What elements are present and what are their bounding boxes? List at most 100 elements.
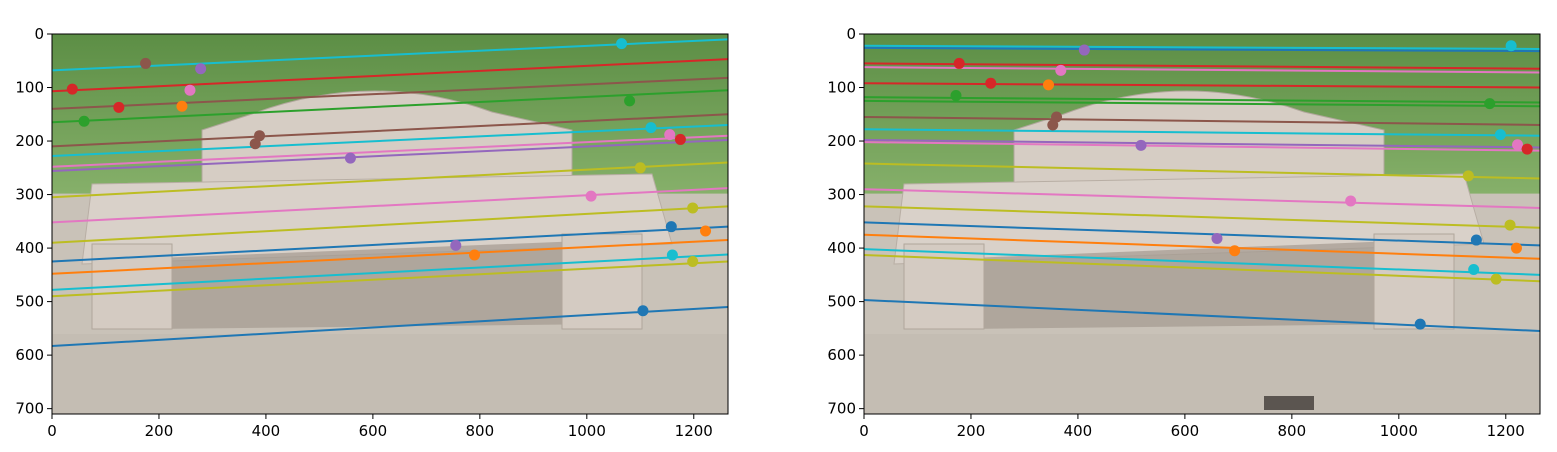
keypoint (1484, 98, 1496, 110)
keypoint (1047, 119, 1059, 131)
y-tick-label: 300 (827, 186, 856, 204)
y-tick-label: 400 (827, 239, 856, 257)
epipolar-line (52, 239, 728, 275)
keypoint (1505, 40, 1517, 52)
y-tick-label: 200 (827, 132, 856, 150)
keypoint (665, 221, 677, 233)
epipolar-line (52, 123, 728, 158)
keypoint (664, 129, 676, 141)
epipolar-line (864, 62, 1540, 70)
epipolar-line (864, 188, 1540, 209)
keypoint (674, 133, 686, 145)
keypoint (1468, 263, 1480, 275)
x-tick-label: 600 (1171, 422, 1200, 440)
x-tick-label: 200 (145, 422, 174, 440)
keypoint (950, 90, 962, 102)
keypoint (469, 249, 480, 261)
keypoint (1470, 234, 1482, 246)
axes-frame (51, 33, 729, 415)
keypoint (1211, 232, 1223, 244)
y-tick-label: 200 (15, 132, 44, 150)
keypoint (687, 202, 699, 214)
y-tick-label: 500 (827, 293, 856, 311)
epipolar-line (52, 187, 728, 224)
epipolar-line (864, 96, 1540, 104)
keypoint (616, 38, 628, 50)
keypoint (1462, 170, 1474, 182)
x-tick-label: 0 (859, 422, 869, 440)
y-tick-label: 0 (34, 25, 44, 43)
epipolar-line (864, 254, 1540, 283)
keypoint (953, 57, 965, 69)
epipolar-line (52, 205, 728, 244)
x-tick-label: 1000 (568, 422, 606, 440)
epipolar-line (52, 38, 728, 72)
epipolar-line (52, 134, 728, 168)
keypoint (1490, 273, 1502, 285)
epipolar-line (864, 99, 1540, 108)
epipolar-line (52, 113, 728, 148)
keypoint (666, 249, 678, 261)
x-tick-label: 1200 (675, 422, 713, 440)
keypoint (66, 83, 78, 95)
x-tick-label: 600 (359, 422, 388, 440)
x-tick-label: 400 (252, 422, 281, 440)
keypoint (1521, 143, 1533, 155)
plot-area (52, 38, 728, 348)
keypoint (249, 138, 261, 150)
x-tick-label: 400 (1064, 422, 1093, 440)
keypoint (624, 95, 636, 107)
keypoint (113, 101, 125, 113)
keypoint (1055, 64, 1067, 76)
keypoint (1504, 219, 1516, 231)
keypoint (585, 190, 597, 202)
keypoint (195, 63, 207, 75)
epipolar-line (52, 305, 728, 348)
y-tick-label: 700 (15, 400, 44, 418)
epipolar-line (52, 138, 728, 173)
y-tick-label: 300 (15, 186, 44, 204)
axes-frame (863, 33, 1541, 415)
keypoint (700, 225, 712, 237)
x-tick-label: 800 (1278, 422, 1307, 440)
x-tick-label: 0 (47, 422, 57, 440)
y-tick-label: 400 (15, 239, 44, 257)
keypoint (687, 255, 699, 267)
epipolar-line (864, 66, 1540, 74)
keypoint (176, 100, 188, 112)
panel-left: 0 200 400 600 800 1000 1200 0 100 200 300 400 500 600… (15, 25, 729, 440)
keypoint (344, 152, 356, 164)
epipolar-line (52, 76, 728, 110)
y-tick-label: 600 (15, 346, 44, 364)
bench-photo-left (52, 34, 728, 414)
epipolar-line (52, 253, 728, 291)
epipolar-line (52, 161, 728, 199)
keypoint (184, 84, 196, 96)
epipolar-line (864, 115, 1540, 126)
epipolar-line (864, 248, 1540, 276)
keypoint (1043, 79, 1055, 91)
epipolar-line (864, 128, 1540, 137)
keypoint (140, 57, 152, 69)
epipolar-line (864, 141, 1540, 152)
epipolar-line (52, 260, 728, 298)
y-tick-label: 500 (15, 293, 44, 311)
epipolar-line (864, 299, 1540, 333)
keypoint (1135, 139, 1147, 151)
keypoint (450, 239, 462, 251)
bench-photo-right (864, 34, 1540, 414)
epipolar-line (864, 221, 1540, 247)
keypoint (1510, 242, 1522, 254)
x-tick-label: 1200 (1487, 422, 1525, 440)
epipolar-line (864, 46, 1540, 53)
epipolar-line (864, 162, 1540, 180)
epipolar-line (864, 44, 1540, 50)
epipolar-line (52, 58, 728, 93)
x-tick-label: 200 (957, 422, 986, 440)
keypoint (1414, 318, 1426, 330)
plot-area (864, 40, 1540, 333)
y-tick-label: 600 (827, 346, 856, 364)
keypoint (1512, 139, 1524, 151)
epipolar-line (864, 233, 1540, 260)
